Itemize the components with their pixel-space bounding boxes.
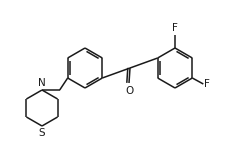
Text: O: O — [125, 86, 133, 96]
Text: N: N — [38, 78, 46, 88]
Text: F: F — [172, 23, 178, 33]
Text: S: S — [39, 128, 45, 138]
Text: F: F — [204, 79, 210, 89]
